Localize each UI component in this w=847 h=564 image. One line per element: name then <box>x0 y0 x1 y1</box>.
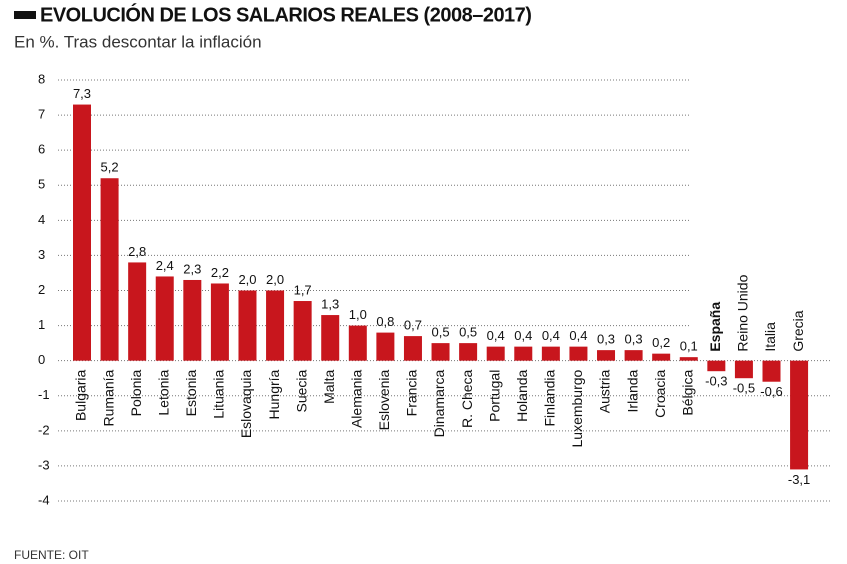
x-tick-label: R. Checa <box>459 369 475 428</box>
value-label: 2,0 <box>238 272 256 287</box>
value-label: 0,4 <box>487 328 505 343</box>
bar <box>183 279 202 361</box>
bar <box>679 357 698 361</box>
bar <box>734 360 753 379</box>
value-label: 0,4 <box>569 328 587 343</box>
value-label: 7,3 <box>73 86 91 101</box>
y-tick-label: 3 <box>38 247 45 262</box>
x-tick-label: Bélgica <box>679 369 695 415</box>
bar <box>155 276 174 361</box>
value-label: 0,8 <box>376 314 394 329</box>
bar <box>541 346 560 361</box>
x-tick-label: Polonia <box>128 369 144 416</box>
y-tick-label: 4 <box>38 212 45 227</box>
value-label: 2,2 <box>211 265 229 280</box>
y-tick-label: 0 <box>38 352 45 367</box>
value-label: 2,4 <box>156 258 174 273</box>
y-tick-label: 1 <box>38 317 45 332</box>
bar <box>569 346 588 361</box>
x-tick-label: Grecia <box>790 310 806 351</box>
x-tick-label: Italia <box>762 322 778 352</box>
x-tick-label: Malta <box>321 369 337 403</box>
y-tick-label: -4 <box>38 492 50 507</box>
value-label: -0,6 <box>760 384 782 399</box>
x-tick-label: Estonia <box>183 369 199 416</box>
title-marker <box>14 11 36 19</box>
y-tick-label: 7 <box>38 107 45 122</box>
x-tick-label: Eslovenia <box>376 369 392 430</box>
y-tick-label: -3 <box>38 457 50 472</box>
value-label: 2,3 <box>183 261 201 276</box>
x-tick-label: Portugal <box>486 370 502 422</box>
x-tick-label: Holanda <box>514 369 530 421</box>
x-tick-label: España <box>707 302 723 352</box>
bar <box>597 350 616 361</box>
value-label: 0,7 <box>404 318 422 333</box>
bar <box>431 343 450 361</box>
value-label: 0,4 <box>514 328 532 343</box>
bar <box>266 290 285 361</box>
x-tick-label: Bulgaria <box>73 369 89 421</box>
x-tick-label: Francia <box>404 369 420 416</box>
value-label: 0,2 <box>652 335 670 350</box>
value-label: 0,3 <box>625 332 643 347</box>
x-tick-label: Reino Unido <box>735 274 751 351</box>
y-tick-label: -2 <box>38 422 50 437</box>
x-tick-label: Eslovaquia <box>238 369 254 438</box>
bar <box>348 325 367 361</box>
x-tick-label: Croacia <box>652 369 668 417</box>
bar <box>73 104 91 361</box>
value-label: 2,8 <box>128 244 146 259</box>
bar <box>100 178 119 361</box>
x-tick-label: Letonia <box>155 369 171 415</box>
x-tick-label: Rumanía <box>100 369 116 426</box>
x-tick-label: Luxemburgo <box>569 369 585 447</box>
chart-subtitle: En %. Tras descontar la inflación <box>14 32 262 51</box>
y-tick-label: -1 <box>38 387 50 402</box>
value-label: 1,3 <box>321 296 339 311</box>
value-label: -3,1 <box>788 472 810 487</box>
value-label: -0,3 <box>705 374 727 389</box>
value-label: -0,5 <box>733 381 755 396</box>
value-label: 0,3 <box>597 332 615 347</box>
value-label: 0,4 <box>542 328 560 343</box>
bar <box>293 301 312 361</box>
bar <box>459 343 478 361</box>
y-tick-label: 2 <box>38 282 45 297</box>
bar <box>238 290 257 361</box>
bar <box>707 360 726 372</box>
bar <box>790 360 809 470</box>
x-tick-label: Finlandia <box>542 369 558 426</box>
x-tick-label: Lituania <box>211 369 227 418</box>
bar <box>321 315 340 361</box>
y-tick-label: 5 <box>38 177 45 192</box>
y-tick-label: 6 <box>38 142 45 157</box>
bar <box>210 283 229 361</box>
bar <box>128 262 147 361</box>
x-tick-label: Dinamarca <box>431 369 447 437</box>
x-tick-label: Hungría <box>266 369 282 419</box>
value-label: 0,5 <box>459 325 477 340</box>
bar <box>403 336 422 361</box>
bar <box>762 360 781 382</box>
value-label: 2,0 <box>266 272 284 287</box>
source: FUENTE: OIT <box>14 548 89 562</box>
value-label: 1,0 <box>349 307 367 322</box>
y-tick-label: 8 <box>38 71 45 86</box>
value-label: 5,2 <box>101 160 119 175</box>
bar <box>376 332 395 361</box>
bar <box>624 350 643 361</box>
x-tick-label: Irlanda <box>624 369 640 412</box>
x-tick-label: Suecia <box>293 369 309 412</box>
value-label: 0,1 <box>680 339 698 354</box>
bar <box>652 353 671 361</box>
chart-title: EVOLUCIÓN DE LOS SALARIOS REALES (2008–2… <box>40 2 531 26</box>
x-tick-label: Alemania <box>349 369 365 428</box>
x-tick-label: Austria <box>597 369 613 413</box>
bar <box>514 346 533 361</box>
bar <box>486 346 505 361</box>
value-label: 1,7 <box>294 282 312 297</box>
value-label: 0,5 <box>432 325 450 340</box>
